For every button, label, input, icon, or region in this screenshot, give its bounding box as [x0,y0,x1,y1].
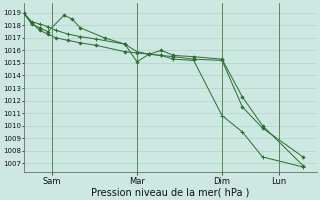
X-axis label: Pression niveau de la mer( hPa ): Pression niveau de la mer( hPa ) [91,187,250,197]
